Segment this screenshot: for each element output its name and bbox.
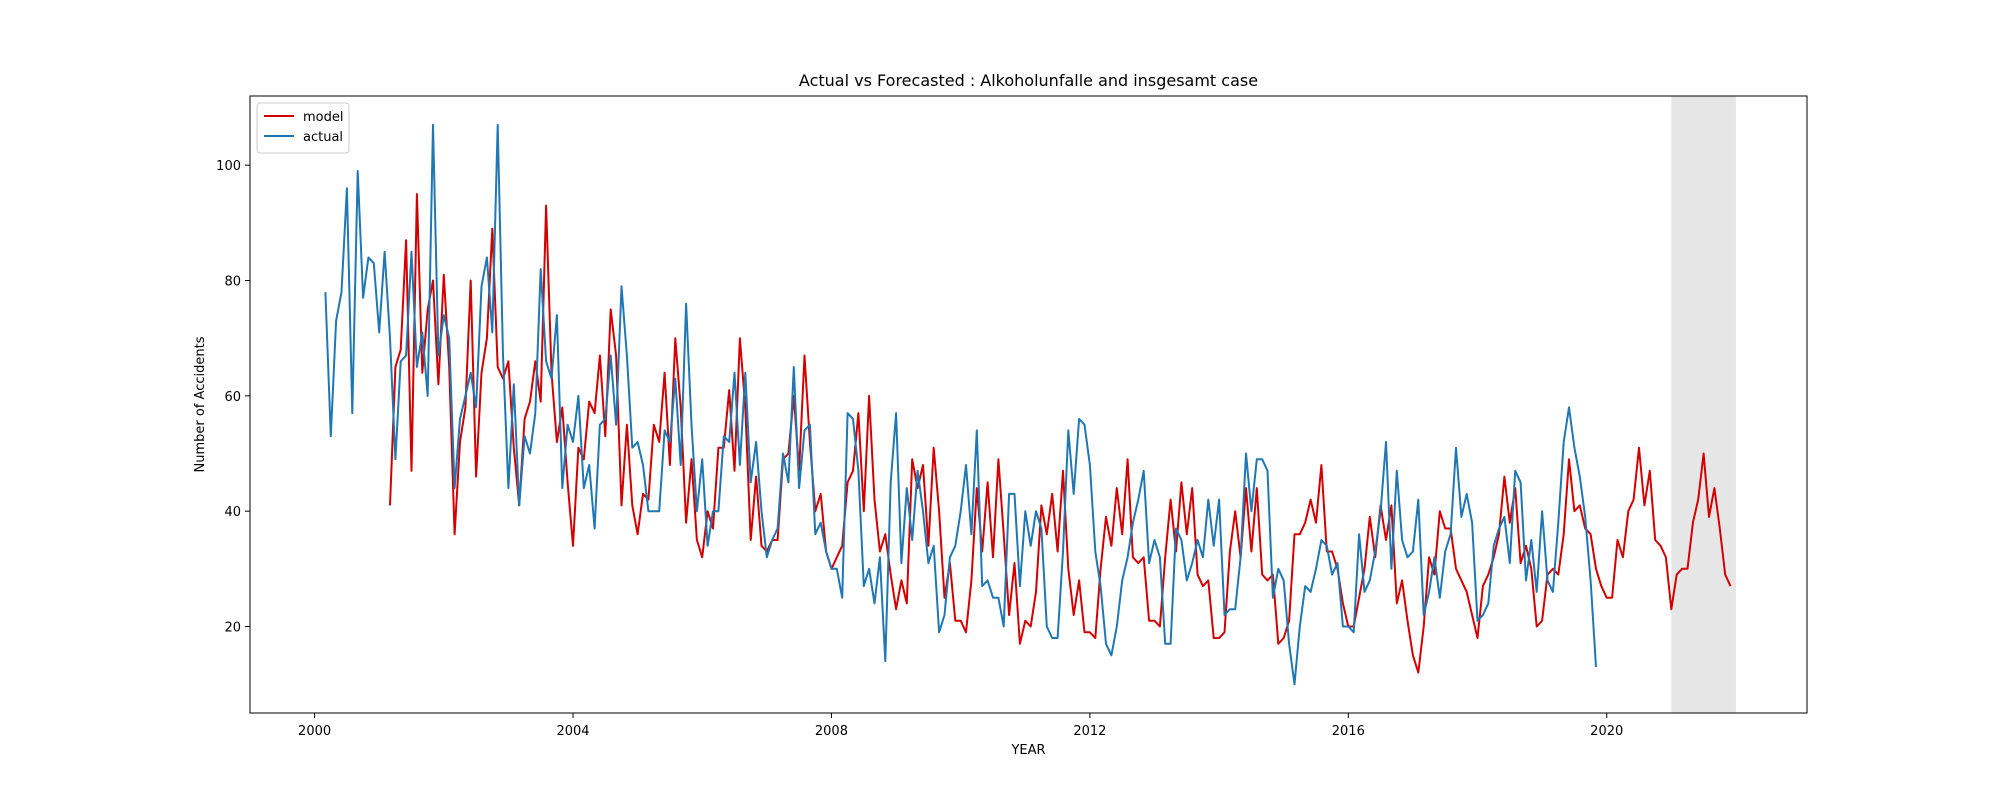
plot-frame bbox=[249, 95, 1808, 714]
series-layer bbox=[324, 123, 1732, 686]
y-tick-label: 60 bbox=[224, 390, 241, 405]
forecast-region-layer bbox=[1671, 96, 1736, 713]
x-tick-label: 2000 bbox=[298, 724, 331, 739]
x-axis-label: YEAR bbox=[1010, 743, 1045, 758]
legend-label-model: model bbox=[303, 110, 343, 125]
series-line-actual bbox=[324, 123, 1597, 686]
forecast-region bbox=[1671, 96, 1736, 713]
y-tick-label: 20 bbox=[224, 621, 241, 636]
x-tick-label: 2016 bbox=[1332, 724, 1365, 739]
y-axis-label: Number of Accidents bbox=[193, 336, 208, 472]
series-line-model bbox=[389, 193, 1732, 674]
legend: model actual bbox=[256, 102, 350, 154]
chart-title: Actual vs Forecasted : Alkoholunfalle an… bbox=[799, 71, 1258, 90]
y-tick-label: 100 bbox=[216, 159, 241, 174]
y-tick-label: 40 bbox=[224, 505, 241, 520]
legend-label-actual: actual bbox=[303, 130, 343, 145]
x-tick-label: 2008 bbox=[815, 724, 848, 739]
x-tick-label: 2004 bbox=[556, 724, 589, 739]
x-tick-label: 2020 bbox=[1590, 724, 1623, 739]
y-tick-label: 80 bbox=[224, 275, 241, 290]
x-tick-label: 2012 bbox=[1073, 724, 1106, 739]
